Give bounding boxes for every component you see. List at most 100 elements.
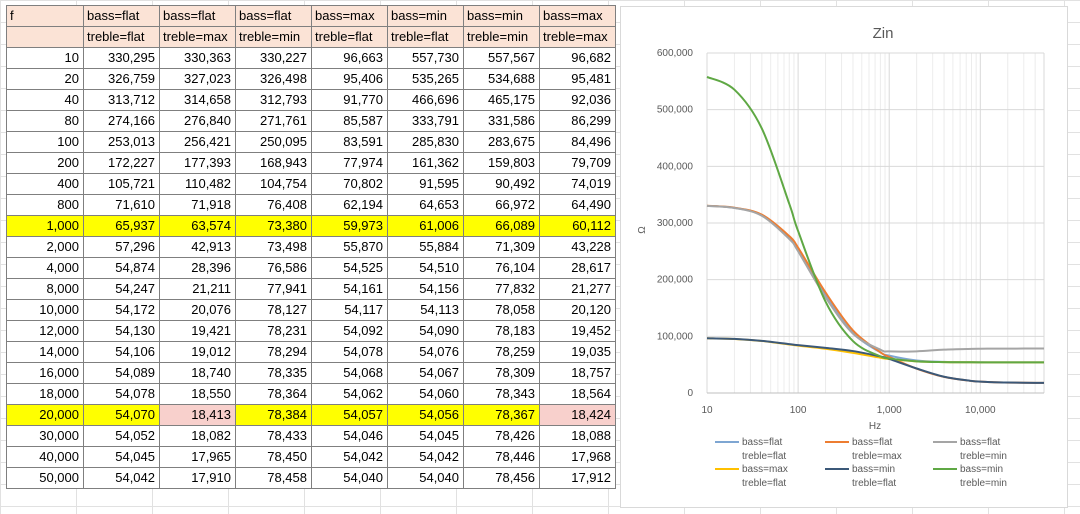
impedance-cell[interactable]: 274,166: [83, 110, 160, 132]
header-cell[interactable]: bass=max: [311, 5, 388, 27]
impedance-cell[interactable]: 159,803: [463, 152, 540, 174]
frequency-cell[interactable]: 20,000: [6, 404, 84, 426]
impedance-cell[interactable]: 161,362: [387, 152, 464, 174]
impedance-cell[interactable]: 54,247: [83, 278, 160, 300]
impedance-cell[interactable]: 76,408: [235, 194, 312, 216]
frequency-cell[interactable]: 18,000: [6, 383, 84, 405]
impedance-cell[interactable]: 84,496: [539, 131, 616, 153]
impedance-cell[interactable]: 71,610: [83, 194, 160, 216]
impedance-cell[interactable]: 557,567: [463, 47, 540, 69]
impedance-cell[interactable]: 78,231: [235, 320, 312, 342]
impedance-cell[interactable]: 62,194: [311, 194, 388, 216]
frequency-cell[interactable]: 800: [6, 194, 84, 216]
impedance-cell[interactable]: 54,042: [83, 467, 160, 489]
impedance-cell[interactable]: 326,759: [83, 68, 160, 90]
frequency-cell[interactable]: 80: [6, 110, 84, 132]
frequency-cell[interactable]: 30,000: [6, 425, 84, 447]
impedance-cell[interactable]: 78,335: [235, 362, 312, 384]
impedance-cell[interactable]: 59,973: [311, 215, 388, 237]
impedance-cell[interactable]: 61,006: [387, 215, 464, 237]
impedance-cell[interactable]: 78,343: [463, 383, 540, 405]
zin-chart[interactable]: Zin 0 100,000 200,000 300,000 400,000 500,000…: [620, 6, 1068, 508]
impedance-cell[interactable]: 465,175: [463, 89, 540, 111]
header-cell[interactable]: bass=flat: [235, 5, 312, 27]
impedance-cell[interactable]: 76,586: [235, 257, 312, 279]
impedance-cell[interactable]: 534,688: [463, 68, 540, 90]
impedance-cell[interactable]: 104,754: [235, 173, 312, 195]
impedance-cell[interactable]: 18,413: [159, 404, 236, 426]
impedance-cell[interactable]: 71,918: [159, 194, 236, 216]
impedance-cell[interactable]: 177,393: [159, 152, 236, 174]
impedance-cell[interactable]: 78,384: [235, 404, 312, 426]
impedance-cell[interactable]: 42,913: [159, 236, 236, 258]
impedance-cell[interactable]: 96,663: [311, 47, 388, 69]
impedance-cell[interactable]: 19,035: [539, 341, 616, 363]
impedance-cell[interactable]: 54,040: [311, 467, 388, 489]
impedance-cell[interactable]: 17,910: [159, 467, 236, 489]
impedance-cell[interactable]: 54,062: [311, 383, 388, 405]
impedance-cell[interactable]: 54,090: [387, 320, 464, 342]
impedance-cell[interactable]: 54,874: [83, 257, 160, 279]
impedance-cell[interactable]: 54,070: [83, 404, 160, 426]
impedance-cell[interactable]: 20,076: [159, 299, 236, 321]
legend-entry-3[interactable]: bass=flat treble=min: [933, 437, 1007, 462]
impedance-cell[interactable]: 283,675: [463, 131, 540, 153]
impedance-cell[interactable]: 64,653: [387, 194, 464, 216]
impedance-cell[interactable]: 70,802: [311, 173, 388, 195]
impedance-cell[interactable]: 18,564: [539, 383, 616, 405]
frequency-cell[interactable]: 20: [6, 68, 84, 90]
header-cell[interactable]: treble=min: [463, 26, 540, 48]
impedance-cell[interactable]: 330,227: [235, 47, 312, 69]
legend-entry-2[interactable]: bass=flat treble=max: [825, 437, 902, 462]
impedance-cell[interactable]: 66,972: [463, 194, 540, 216]
series-line-3[interactable]: [706, 204, 1045, 353]
impedance-cell[interactable]: 78,458: [235, 467, 312, 489]
impedance-cell[interactable]: 54,172: [83, 299, 160, 321]
impedance-cell[interactable]: 78,294: [235, 341, 312, 363]
impedance-cell[interactable]: 54,042: [387, 446, 464, 468]
impedance-cell[interactable]: 20,120: [539, 299, 616, 321]
header-cell[interactable]: bass=flat: [83, 5, 160, 27]
impedance-cell[interactable]: 466,696: [387, 89, 464, 111]
impedance-cell[interactable]: 95,481: [539, 68, 616, 90]
impedance-cell[interactable]: 64,490: [539, 194, 616, 216]
impedance-cell[interactable]: 276,840: [159, 110, 236, 132]
impedance-cell[interactable]: 91,595: [387, 173, 464, 195]
impedance-cell[interactable]: 79,709: [539, 152, 616, 174]
impedance-cell[interactable]: 96,682: [539, 47, 616, 69]
header-cell[interactable]: bass=max: [539, 5, 616, 27]
impedance-cell[interactable]: 18,424: [539, 404, 616, 426]
legend-entry-1[interactable]: bass=flat treble=flat: [715, 437, 786, 462]
header-cell[interactable]: bass=min: [387, 5, 464, 27]
impedance-cell[interactable]: 172,227: [83, 152, 160, 174]
impedance-cell[interactable]: 78,446: [463, 446, 540, 468]
impedance-cell[interactable]: 54,089: [83, 362, 160, 384]
impedance-cell[interactable]: 54,046: [311, 425, 388, 447]
impedance-cell[interactable]: 54,067: [387, 362, 464, 384]
impedance-cell[interactable]: 557,730: [387, 47, 464, 69]
impedance-cell[interactable]: 54,510: [387, 257, 464, 279]
impedance-cell[interactable]: 83,591: [311, 131, 388, 153]
impedance-cell[interactable]: 313,712: [83, 89, 160, 111]
impedance-cell[interactable]: 54,076: [387, 341, 464, 363]
impedance-cell[interactable]: 54,068: [311, 362, 388, 384]
header-cell[interactable]: treble=flat: [311, 26, 388, 48]
frequency-cell[interactable]: 1,000: [6, 215, 84, 237]
impedance-cell[interactable]: 76,104: [463, 257, 540, 279]
impedance-cell[interactable]: 54,040: [387, 467, 464, 489]
impedance-cell[interactable]: 54,045: [83, 446, 160, 468]
impedance-cell[interactable]: 78,450: [235, 446, 312, 468]
legend-entry-6[interactable]: bass=min treble=min: [933, 464, 1007, 489]
impedance-cell[interactable]: 78,259: [463, 341, 540, 363]
impedance-cell[interactable]: 253,013: [83, 131, 160, 153]
header-cell[interactable]: treble=flat: [83, 26, 160, 48]
impedance-cell[interactable]: 78,433: [235, 425, 312, 447]
impedance-cell[interactable]: 17,912: [539, 467, 616, 489]
frequency-cell[interactable]: 50,000: [6, 467, 84, 489]
impedance-cell[interactable]: 250,095: [235, 131, 312, 153]
impedance-cell[interactable]: 330,295: [83, 47, 160, 69]
impedance-cell[interactable]: 54,106: [83, 341, 160, 363]
frequency-cell[interactable]: 10,000: [6, 299, 84, 321]
impedance-cell[interactable]: 54,042: [311, 446, 388, 468]
impedance-cell[interactable]: 78,364: [235, 383, 312, 405]
